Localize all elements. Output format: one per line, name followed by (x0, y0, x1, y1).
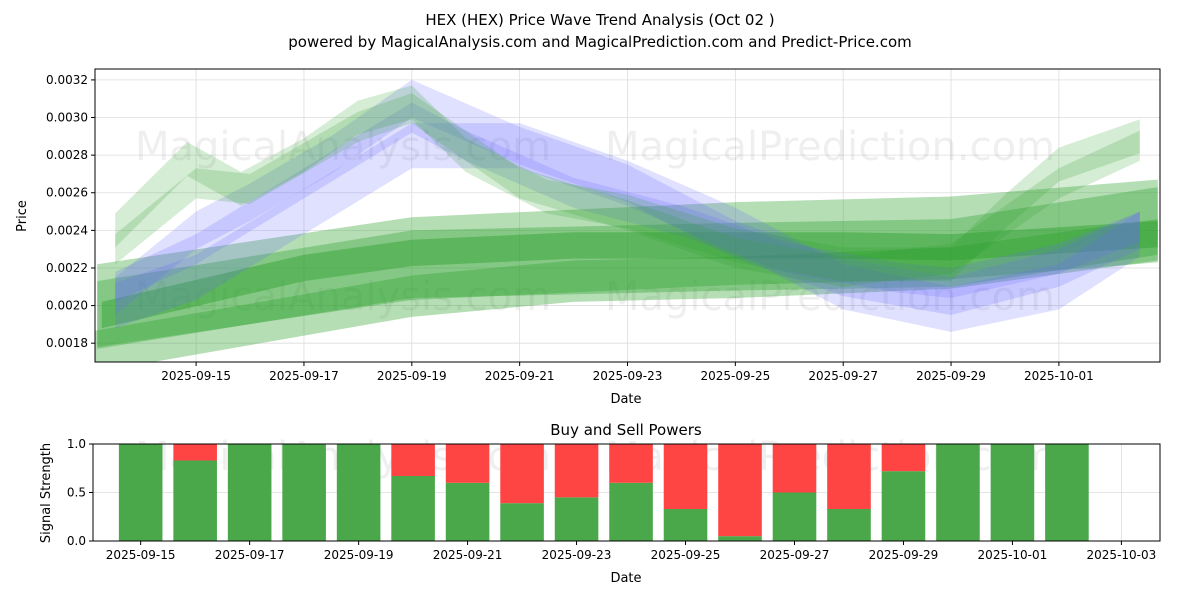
bottom-x-axis-label: Date (610, 571, 641, 586)
bar-chart-title: Buy and Sell Powers (550, 421, 702, 439)
y-tick-label: 0.5 (67, 486, 86, 500)
x-tick-label: 2025-09-21 (433, 548, 503, 562)
x-tick-label: 2025-09-15 (106, 548, 176, 562)
sell-bar (173, 444, 217, 461)
x-tick-label: 2025-10-03 (1087, 548, 1157, 562)
buy-bar (173, 460, 217, 541)
sell-bar (554, 444, 599, 498)
x-tick-label: 2025-10-01 (978, 548, 1048, 562)
y-tick-label: 0.0032 (46, 73, 88, 87)
top-y-axis-label: Price (15, 200, 30, 232)
plot-frame (92, 443, 1161, 542)
buy-bar (500, 503, 544, 541)
buy-bar (772, 492, 817, 541)
x-tick-label: 2025-09-27 (760, 548, 830, 562)
x-tick-label: 2025-09-25 (651, 548, 721, 562)
buy-bar (118, 444, 163, 541)
sell-bar (718, 444, 762, 537)
x-tick-label: 2025-09-29 (869, 548, 939, 562)
y-tick-label: 0.0026 (46, 186, 88, 200)
buy-bar (282, 444, 326, 541)
x-tick-label: 2025-09-23 (542, 548, 612, 562)
sell-bar (609, 444, 653, 483)
sell-bar (445, 444, 490, 483)
green-wave-band (97, 179, 1158, 347)
y-tick-label: 0.0018 (46, 336, 88, 350)
buy-bar (445, 482, 490, 541)
y-tick-label: 0.0020 (46, 299, 88, 313)
buy-bar (718, 536, 762, 541)
price-wave-plot: 2025-09-15 2025-09-17 2025-09-19 2025-09-21… (46, 68, 1161, 383)
y-tick-label: 0.0028 (46, 148, 88, 162)
blue-wave-band (115, 102, 1140, 302)
watermark-text: MagicalPrediction.com (605, 274, 1055, 320)
buy-bar (227, 444, 272, 541)
green-wave-band (97, 187, 1158, 349)
buy-bar (554, 497, 599, 541)
y-tick-label: 0.0024 (46, 223, 88, 237)
x-tick-label: 2025-09-27 (808, 369, 878, 383)
blue-wave-band (115, 123, 1140, 332)
green-wave-band (101, 220, 1158, 329)
chart-title: HEX (HEX) Price Wave Trend Analysis (Oct… (425, 11, 774, 29)
x-tick-label: 2025-09-15 (161, 369, 231, 383)
sell-bar (500, 444, 544, 504)
buy-bar (827, 508, 871, 541)
x-tick-label: 2025-09-17 (269, 369, 339, 383)
x-tick-label: 2025-09-29 (916, 369, 986, 383)
watermark-text: MagicalPrediction.com (605, 124, 1055, 170)
x-tick-label: 2025-09-19 (377, 369, 447, 383)
plot-frame (94, 68, 1161, 363)
x-tick-label: 2025-09-23 (593, 369, 663, 383)
sell-bar (391, 444, 435, 477)
sell-bar (772, 444, 817, 493)
green-wave-band (95, 219, 1158, 362)
x-tick-label: 2025-09-17 (215, 548, 285, 562)
bottom-y-axis-label: Signal Strength (39, 443, 54, 543)
x-tick-label: 2025-09-25 (700, 369, 770, 383)
watermark-text: MagicalAnalysis.com (135, 274, 551, 320)
buy-bar (609, 482, 653, 541)
y-tick-label: 1.0 (67, 437, 86, 451)
buy-bar (663, 508, 708, 541)
chart-subtitle: powered by MagicalAnalysis.com and Magic… (288, 33, 912, 51)
buy-sell-plot: 2025-09-15 2025-09-17 2025-09-19 2025-09-21… (67, 434, 1161, 562)
sell-bar (663, 444, 708, 509)
x-tick-label: 2025-10-01 (1024, 369, 1094, 383)
sell-bar (827, 444, 871, 509)
buy-bar (336, 444, 381, 541)
sell-bar (881, 444, 926, 472)
y-tick-label: 0.0022 (46, 261, 88, 275)
buy-bar (936, 444, 980, 541)
watermark-text: MagicalAnalysis.com (135, 124, 551, 170)
y-tick-label: 0.0 (67, 534, 86, 548)
buy-bar (1045, 444, 1089, 541)
buy-bar (881, 471, 926, 541)
x-tick-label: 2025-09-19 (324, 548, 394, 562)
top-x-axis-label: Date (610, 392, 641, 407)
wave-bands (95, 79, 1158, 362)
x-tick-label: 2025-09-21 (485, 369, 555, 383)
buy-bar (391, 476, 435, 541)
y-tick-label: 0.0030 (46, 111, 88, 125)
buy-bar (990, 444, 1035, 541)
blue-wave-band (115, 79, 1140, 315)
